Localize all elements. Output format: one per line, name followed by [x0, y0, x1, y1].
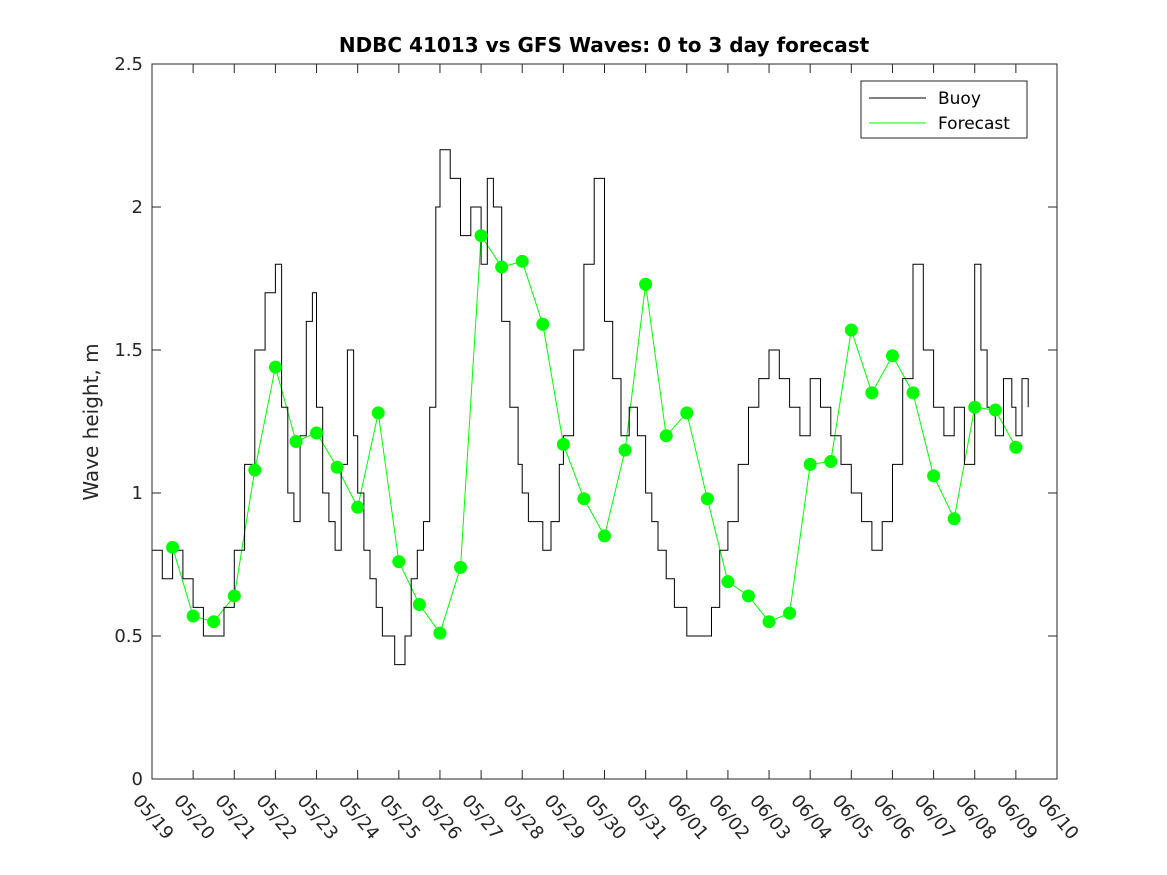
forecast-point [433, 626, 447, 640]
forecast-point [412, 598, 426, 612]
forecast-point [680, 406, 694, 420]
forecast-point [166, 540, 180, 554]
forecast-point [659, 429, 673, 443]
forecast-point [248, 463, 262, 477]
forecast-point [700, 492, 714, 506]
x-tick-label: 06/10 [1033, 791, 1082, 844]
forecast-point [186, 609, 200, 623]
forecast-point [515, 254, 529, 268]
legend-box [860, 80, 1028, 139]
forecast-point [330, 460, 344, 474]
forecast-point [947, 512, 961, 526]
forecast-point [207, 615, 221, 629]
forecast-point [885, 349, 899, 363]
y-tick-label: 0.5 [114, 626, 143, 647]
forecast-point [762, 615, 776, 629]
x-tick-label: 06/09 [992, 791, 1041, 844]
buoy-series-line [152, 149, 1029, 666]
plot-area [152, 149, 1029, 666]
forecast-point [618, 443, 632, 457]
x-tick-label: 06/08 [951, 791, 1000, 844]
x-tick-label: 05/19 [128, 791, 177, 844]
forecast-point [227, 589, 241, 603]
x-tick-label: 05/27 [457, 791, 506, 844]
x-tick-label: 05/31 [622, 791, 671, 844]
forecast-point [783, 606, 797, 620]
forecast-point [721, 575, 735, 589]
x-tick-label: 06/05 [827, 791, 876, 844]
x-tick-label: 05/30 [581, 791, 630, 844]
forecast-point [598, 529, 611, 543]
x-tick-label: 05/25 [375, 791, 424, 844]
forecast-point [824, 455, 838, 469]
forecast-point [474, 229, 488, 243]
forecast-point [556, 437, 570, 451]
forecast-point [968, 400, 982, 414]
x-tick-label: 06/06 [869, 791, 918, 844]
x-tick-label: 05/23 [293, 791, 342, 844]
y-tick-label: 1.5 [114, 340, 143, 361]
x-tick-label: 05/22 [252, 791, 301, 844]
forecast-point [803, 457, 817, 471]
forecast-point [1009, 440, 1023, 454]
forecast-point [536, 317, 550, 331]
x-tick-label: 05/20 [169, 791, 218, 844]
legend-forecast-label: Forecast [938, 114, 1010, 134]
x-tick-label: 06/07 [910, 791, 959, 844]
y-tick-label: 0 [132, 769, 143, 790]
legend-buoy-label: Buoy [938, 89, 981, 109]
x-tick-label: 05/21 [210, 791, 259, 844]
forecast-point [289, 435, 303, 449]
y-axis-label: Wave height, m [79, 343, 103, 500]
forecast-point [927, 469, 941, 483]
forecast-point [495, 260, 509, 274]
x-tick-label: 05/24 [334, 791, 383, 844]
forecast-point [454, 560, 468, 574]
forecast-point [865, 386, 879, 400]
chart-title: NDBC 41013 vs GFS Waves: 0 to 3 day fore… [339, 33, 870, 57]
forecast-point [844, 323, 858, 337]
forecast-point [310, 426, 324, 440]
x-tick-label: 06/02 [704, 791, 753, 844]
y-tick-label: 1 [132, 483, 143, 504]
x-tick-label: 06/01 [663, 791, 712, 844]
forecast-point [371, 406, 385, 420]
forecast-point [906, 386, 920, 400]
y-tick-label: 2 [132, 197, 143, 218]
x-tick-label: 06/04 [786, 791, 835, 844]
legend: Buoy Forecast [860, 80, 1028, 139]
x-tick-label: 05/28 [498, 791, 547, 844]
x-tick-label: 05/26 [416, 791, 465, 844]
forecast-point [577, 492, 591, 506]
forecast-series-line [172, 234, 1017, 635]
forecast-point [988, 403, 1002, 417]
forecast-point [639, 277, 653, 291]
y-tick-label: 2.5 [114, 54, 143, 75]
forecast-point [741, 589, 755, 603]
forecast-point [268, 360, 282, 374]
forecast-point [351, 500, 365, 514]
x-tick-label: 05/29 [540, 791, 589, 844]
x-tick-label: 06/03 [745, 791, 794, 844]
forecast-point [392, 555, 406, 569]
axes: 00.511.522.505/1905/2005/2105/2205/2305/… [114, 54, 1082, 844]
